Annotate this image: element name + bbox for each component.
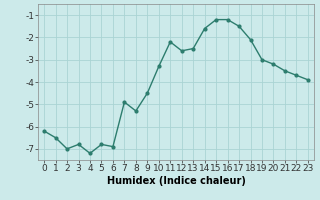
X-axis label: Humidex (Indice chaleur): Humidex (Indice chaleur) [107,176,245,186]
